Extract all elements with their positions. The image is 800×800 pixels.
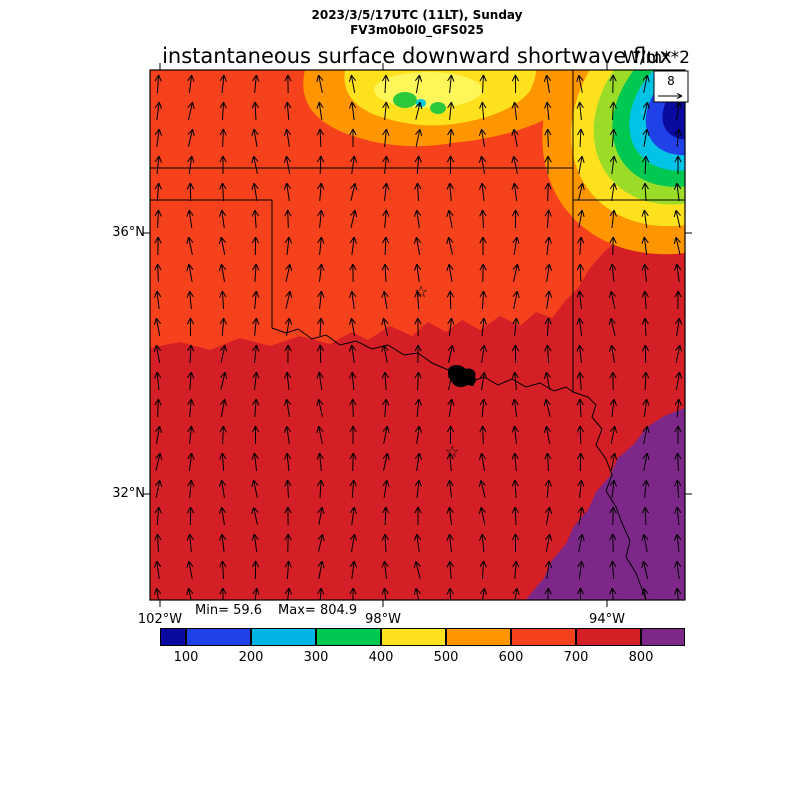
colorbar-tick-label: 800 xyxy=(628,650,654,665)
cloud-cyan-spot xyxy=(416,99,426,107)
lon-tick-label-102w: 102°W xyxy=(137,612,183,627)
cloud-green-spot xyxy=(430,102,446,114)
min-value-label: Min= 59.6 xyxy=(195,603,263,618)
colorbar-tick-label: 400 xyxy=(368,650,394,665)
colorbar-segment xyxy=(381,628,446,646)
cloud-green-spot xyxy=(393,92,417,108)
texas-east-border xyxy=(572,391,647,600)
lake-blob xyxy=(448,365,476,388)
cloud-patch-bright-core xyxy=(374,72,482,108)
model-run-header: FV3m0b0l0_GFS025 xyxy=(350,23,484,37)
lon-tick-label-98w: 98°W xyxy=(365,612,401,627)
colorbar-segment xyxy=(160,628,186,646)
axis-ticks xyxy=(143,63,692,607)
colorbar-segment xyxy=(511,628,576,646)
reference-vector-box: 8 xyxy=(653,70,689,103)
city-marker-star: ☆ xyxy=(414,282,428,301)
map-frame xyxy=(149,69,686,601)
page-title: instantaneous surface downward shortwave… xyxy=(162,44,672,68)
lat-tick-label-32n: 32°N xyxy=(112,486,145,501)
colorbar-tick-labels: 100 200 300 400 500 600 700 800 xyxy=(160,650,685,666)
lat-tick-label-36n: 36°N xyxy=(112,225,145,240)
state-borders xyxy=(150,70,685,600)
city-marker-star: ☆ xyxy=(445,442,459,461)
lon-tick-label-94w: 94°W xyxy=(589,612,625,627)
colorbar-tick-label: 100 xyxy=(173,650,199,665)
colorbar xyxy=(160,628,685,646)
colorbar-segment xyxy=(251,628,316,646)
max-value-label: Max= 804.9 xyxy=(278,603,358,618)
shaded-field: ☆ ☆ xyxy=(150,70,685,600)
colorbar-tick-label: 200 xyxy=(238,650,264,665)
colorbar-segment xyxy=(446,628,511,646)
units-label: W/m**2 xyxy=(623,48,690,68)
reference-vector-arrow-icon xyxy=(658,93,683,99)
colorbar-tick-label: 700 xyxy=(563,650,589,665)
colorbar-tick-label: 600 xyxy=(498,650,524,665)
colorbar-tick-label: 300 xyxy=(303,650,329,665)
lake-dot xyxy=(470,382,474,386)
colorbar-segment xyxy=(316,628,381,646)
colorbar-segment xyxy=(641,628,685,646)
field-region-700-800 xyxy=(150,196,685,600)
minmax-readout: Min= 59.6 Max= 804.9 xyxy=(195,603,357,618)
colorbar-tick-label: 500 xyxy=(433,650,459,665)
valid-time-header: 2023/3/5/17UTC (11LT), Sunday xyxy=(311,8,523,22)
wind-vectors xyxy=(153,74,683,600)
reference-vector-value: 8 xyxy=(667,74,675,88)
colorbar-segment xyxy=(576,628,641,646)
colorbar-segment xyxy=(186,628,251,646)
red-river-border xyxy=(271,327,574,393)
